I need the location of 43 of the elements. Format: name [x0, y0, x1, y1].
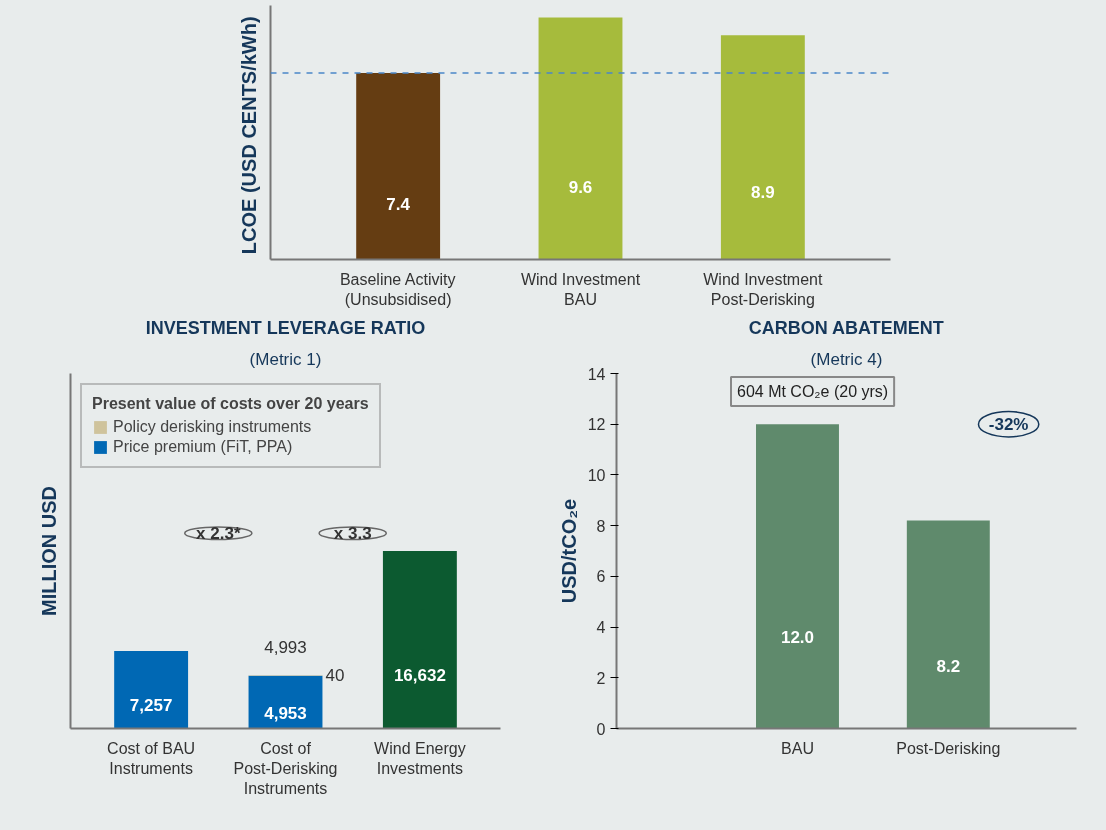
y-axis-title: LCOE (USD CENTS/kWh): [237, 16, 260, 255]
y-tick-label: 10: [587, 466, 606, 484]
legend-label: Price premium (FiT, PPA): [113, 438, 293, 456]
legend-title: Present value of costs over 20 years: [92, 395, 369, 413]
legend-label: Policy derisking instruments: [113, 418, 312, 436]
data-label: 8.9: [751, 183, 775, 203]
x-tick-label: Wind Investment Post-Derisking: [703, 270, 823, 308]
annotation: 604 Mt CO₂e (20 yrs): [737, 383, 889, 400]
y-axis-title: MILLION USD: [37, 486, 60, 616]
chart-subtitle: (Metric 4): [810, 349, 883, 369]
text: x 3.3: [333, 523, 372, 543]
data-label: 7.4: [386, 194, 411, 214]
y-tick-label: 14: [587, 365, 606, 383]
chart-title: CARBON ABATEMENT: [748, 317, 944, 338]
bar: [382, 551, 457, 729]
data-label: 9.6: [568, 177, 593, 197]
chart-subtitle: (Metric 1): [249, 349, 322, 369]
data-label: 12.0: [780, 628, 815, 648]
bar: [248, 675, 323, 729]
x-tick-label: Cost of BAU Instruments: [107, 739, 196, 777]
data-label: 8.2: [936, 657, 961, 677]
data-label: 4,953: [264, 703, 307, 723]
chart-title: INVESTMENT LEVERAGE RATIO: [145, 317, 426, 338]
annotation: -32%: [988, 414, 1029, 434]
y-tick-label: 8: [596, 517, 606, 535]
data-label: 7,257: [129, 696, 173, 716]
x-tick-label: Baseline Activity (Unsubsidised): [339, 270, 456, 308]
x-tick-label: Wind Investment BAU: [520, 270, 641, 308]
x-tick-label: BAU: [781, 739, 814, 757]
y-tick-label: 6: [596, 568, 606, 586]
x-tick-label: Post-Derisking: [896, 739, 1001, 757]
y-tick-label: 4: [596, 619, 606, 637]
x-tick-label: Wind Energy Investments: [374, 739, 466, 777]
total-label: 4,993: [264, 638, 307, 658]
y-axis-title: USD/tCO₂e: [557, 498, 580, 604]
text: x 2.3*: [196, 523, 241, 543]
y-tick-label: 12: [587, 416, 606, 434]
data-label: 40: [325, 666, 345, 686]
x-tick-label: Cost of Post-Derisking Instruments: [233, 739, 338, 798]
y-tick-label: 0: [596, 720, 606, 738]
bar: [114, 651, 189, 729]
data-label: 16,632: [393, 666, 446, 686]
y-tick-label: 2: [596, 669, 606, 687]
